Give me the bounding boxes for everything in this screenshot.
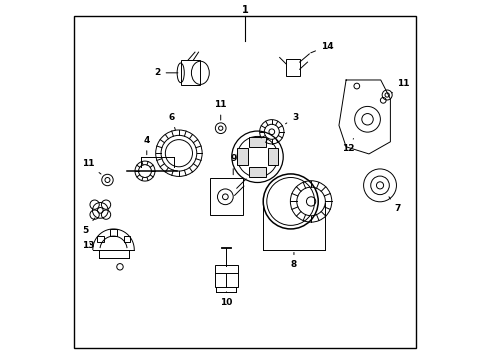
Bar	[286, 59, 300, 76]
Text: 9: 9	[230, 154, 236, 175]
Text: 12: 12	[343, 139, 355, 153]
Text: 13: 13	[81, 241, 94, 250]
Text: 11: 11	[215, 100, 227, 120]
Text: 8: 8	[291, 252, 297, 269]
Text: 6: 6	[169, 113, 175, 130]
Bar	[210, 178, 243, 215]
Bar	[238, 148, 247, 165]
Text: 10: 10	[220, 292, 233, 307]
Bar	[249, 167, 266, 177]
Bar	[97, 235, 103, 242]
Text: 5: 5	[82, 218, 95, 234]
Text: 2: 2	[154, 68, 178, 77]
Bar	[123, 235, 130, 242]
Bar	[268, 148, 277, 165]
Bar	[181, 60, 200, 85]
Text: 11: 11	[392, 79, 410, 93]
Bar	[110, 229, 117, 236]
Text: 1: 1	[242, 5, 248, 15]
Bar	[215, 265, 238, 287]
Bar	[249, 137, 266, 147]
Text: 7: 7	[389, 197, 400, 213]
Text: 4: 4	[144, 136, 150, 155]
Text: 14: 14	[311, 41, 334, 53]
Text: 11: 11	[81, 159, 101, 174]
Text: 3: 3	[286, 113, 298, 124]
